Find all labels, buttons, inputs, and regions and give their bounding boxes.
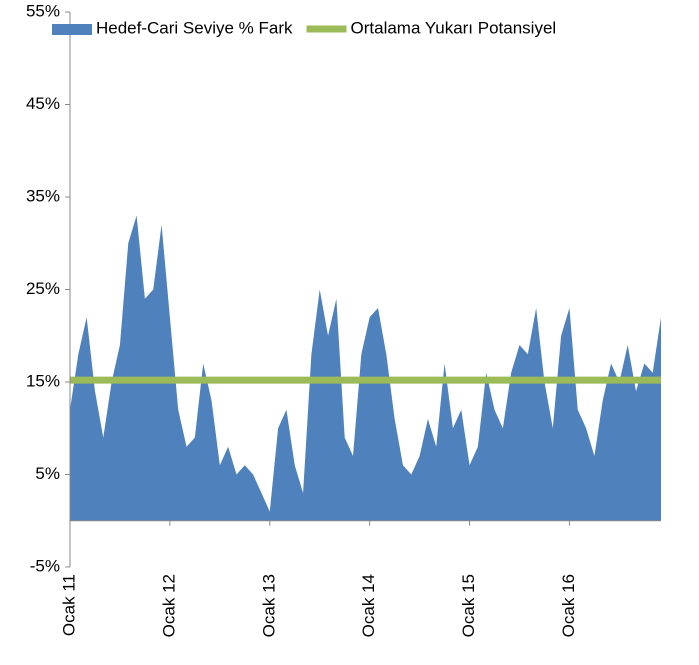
x-tick-label: Ocak 15 [459, 574, 478, 637]
x-tick-label: Ocak 11 [59, 574, 78, 636]
x-tick-label: Ocak 12 [159, 574, 178, 637]
legend-label: Ortalama Yukarı Potansiyel [351, 18, 557, 37]
legend-label: Hedef-Cari Seviye % Fark [96, 18, 293, 37]
y-tick-label: 35% [26, 186, 60, 205]
x-tick-label: Ocak 13 [259, 574, 278, 637]
x-tick-label: Ocak 16 [559, 574, 578, 637]
x-tick-label: Ocak 14 [359, 574, 378, 637]
legend-swatch [52, 24, 92, 35]
y-tick-label: 45% [26, 94, 60, 113]
y-tick-label: -5% [30, 556, 60, 575]
y-tick-label: 15% [26, 371, 60, 390]
y-tick-label: 5% [35, 464, 60, 483]
area [70, 215, 661, 521]
y-tick-label: 55% [26, 1, 60, 20]
y-tick-label: 25% [26, 279, 60, 298]
